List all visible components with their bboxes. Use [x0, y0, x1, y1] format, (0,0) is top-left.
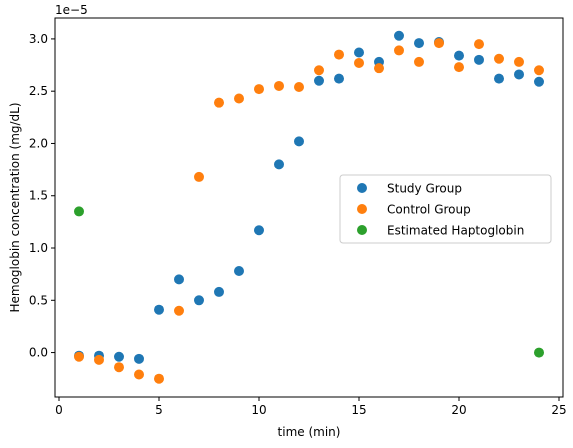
data-point: [274, 159, 284, 170]
points-layer: [74, 30, 544, 384]
data-point: [394, 45, 404, 56]
data-point: [234, 266, 244, 277]
data-point: [474, 39, 484, 50]
x-axis-label: time (min): [278, 425, 341, 439]
data-point: [134, 353, 144, 364]
y-axis-offset-label: 1e−5: [55, 3, 88, 17]
data-point: [514, 69, 524, 80]
x-tick-label: 15: [351, 403, 366, 417]
data-point: [214, 286, 224, 297]
data-point: [194, 171, 204, 182]
y-tick-label: 1.5: [29, 189, 48, 203]
x-tick-label: 5: [155, 403, 163, 417]
data-point: [354, 57, 364, 68]
data-point: [214, 97, 224, 108]
data-point: [154, 304, 164, 315]
data-point: [394, 30, 404, 41]
legend-label: Control Group: [387, 203, 471, 217]
data-point: [494, 53, 504, 64]
data-point: [334, 73, 344, 84]
legend-marker: [357, 183, 367, 193]
data-point: [274, 80, 284, 91]
y-axis-ticks: 0.0 0.5 1.0 1.5 2.0 2.5 3.0: [29, 32, 55, 360]
data-point: [534, 76, 544, 87]
y-tick-label: 2.5: [29, 84, 48, 98]
data-point: [154, 373, 164, 384]
data-point: [314, 75, 324, 86]
data-point: [534, 65, 544, 76]
data-point: [454, 50, 464, 61]
data-point: [414, 38, 424, 49]
data-point: [414, 56, 424, 67]
series-1: [74, 38, 544, 384]
data-point: [334, 49, 344, 60]
data-point: [134, 369, 144, 380]
plot-frame: [54, 17, 564, 398]
data-point: [294, 82, 304, 93]
data-point: [174, 274, 184, 285]
data-point: [234, 93, 244, 104]
legend: Study Group Control Group Estimated Haptog…: [339, 174, 552, 244]
legend-marker: [357, 204, 367, 214]
x-tick-label: 10: [251, 403, 266, 417]
data-point: [194, 295, 204, 306]
y-tick-label: 2.0: [29, 136, 48, 150]
y-tick-label: 0.5: [29, 293, 48, 307]
legend-marker: [357, 225, 367, 235]
series-2: [74, 206, 544, 358]
data-point: [474, 54, 484, 65]
data-point: [254, 225, 264, 236]
data-point: [174, 305, 184, 316]
data-point: [94, 354, 104, 365]
data-point: [374, 63, 384, 74]
legend-label: Estimated Haptoglobin: [387, 224, 524, 238]
series-0: [74, 30, 544, 364]
data-point: [494, 73, 504, 84]
y-tick-label: 1.0: [29, 241, 48, 255]
data-point: [454, 62, 464, 73]
data-point: [434, 38, 444, 49]
x-tick-label: 25: [551, 403, 566, 417]
x-axis-ticks: 0 5 10 15 20 25: [55, 397, 567, 417]
legend-label: Study Group: [387, 182, 462, 196]
y-axis-label: Hemoglobin concentration (mg/dL): [8, 102, 22, 312]
x-tick-label: 0: [55, 403, 63, 417]
data-point: [314, 65, 324, 76]
data-point: [354, 47, 364, 58]
y-tick-label: 0.0: [29, 346, 48, 360]
y-tick-label: 3.0: [29, 32, 48, 46]
data-point: [254, 84, 264, 95]
data-point: [514, 56, 524, 67]
data-point: [534, 347, 544, 358]
x-tick-label: 20: [451, 403, 466, 417]
data-point: [114, 362, 124, 373]
legend-box: [339, 174, 552, 244]
data-point: [114, 351, 124, 362]
data-point: [74, 206, 84, 217]
data-point: [74, 351, 84, 362]
data-point: [294, 136, 304, 147]
